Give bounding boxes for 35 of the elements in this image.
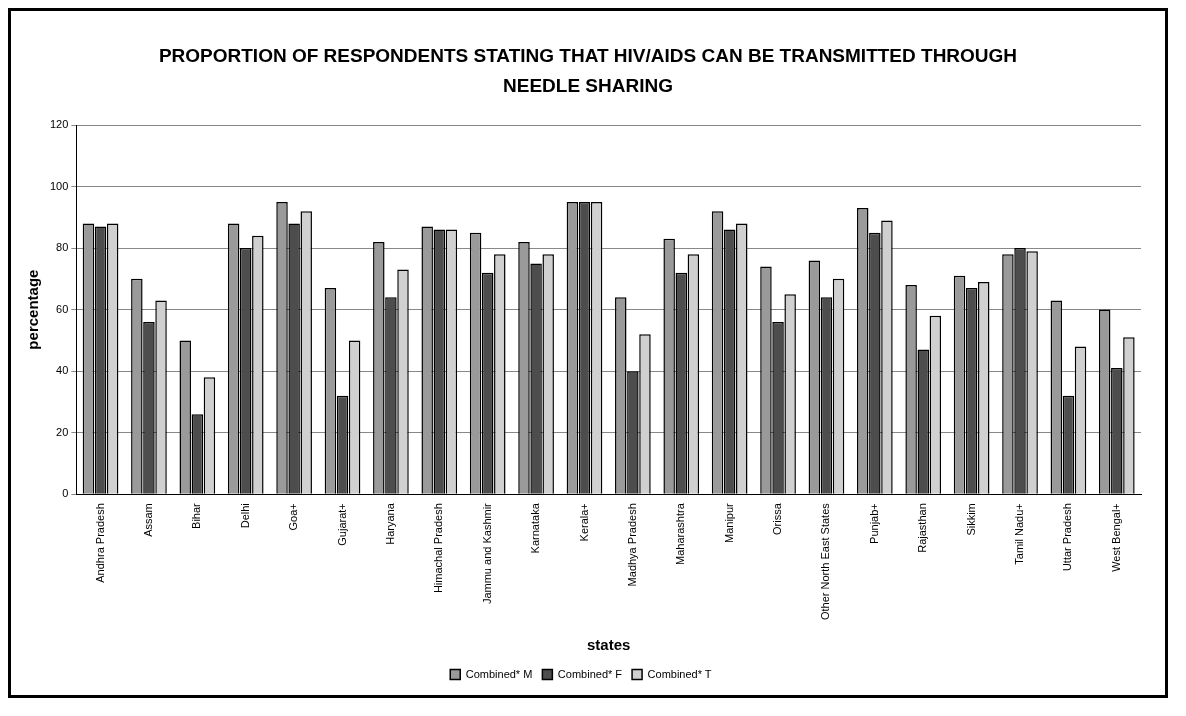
- x-tick-label: Jammu and Kashmir: [480, 502, 493, 605]
- y-tick-label: 0: [62, 487, 69, 500]
- y-tick-label: 40: [56, 364, 69, 377]
- y-tick-label: 100: [49, 179, 69, 192]
- x-tick-label: Tamil Nadu+: [1013, 503, 1026, 565]
- x-tick-label: West Bengal+: [1109, 503, 1122, 572]
- x-tick-label: Kerala+: [577, 503, 590, 542]
- legend-label: Combined* F: [557, 667, 623, 680]
- y-tick-label: 60: [56, 302, 69, 315]
- x-tick-label: Goa+: [287, 503, 300, 531]
- x-tick-label: Other North East States: [819, 502, 832, 621]
- x-tick-label: Punjab+: [867, 503, 880, 544]
- x-tick-label: Bihar: [190, 502, 203, 529]
- x-tick-label: Manipur: [722, 502, 735, 543]
- x-tick-label: Delhi: [238, 503, 251, 529]
- y-axis-title: percentage: [24, 269, 42, 350]
- x-tick-label: Karnataka: [529, 502, 542, 554]
- x-tick-label: Maharashtra: [674, 502, 687, 565]
- y-tick-label: 80: [56, 241, 69, 254]
- x-tick-label: Andhra Pradesh: [93, 503, 106, 583]
- x-tick-label: Himachal Pradesh: [432, 503, 445, 594]
- y-tick-label: 20: [56, 425, 69, 438]
- x-tick-label: Gujarat+: [335, 503, 348, 546]
- x-axis-title: states: [587, 636, 631, 654]
- legend-label: Combined* T: [647, 667, 712, 680]
- chart-title: PROPORTION OF RESPONDENTS STATING THAT HIV/AIDS CAN BE TRANSMITTED THROUGH NEEDLE SHARING: [158, 44, 1018, 98]
- x-tick-label: Haryana: [383, 502, 396, 545]
- x-tick-label: Madhya Pradesh: [625, 503, 638, 587]
- legend-label: Combined* M: [465, 667, 533, 680]
- x-tick-label: Assam: [141, 503, 154, 537]
- x-tick-label: Orissa: [771, 502, 784, 536]
- x-tick-label: Rajasthan: [916, 503, 929, 553]
- x-tick-label: Sikkim: [964, 503, 977, 536]
- x-tick-label: Uttar Pradesh: [1061, 503, 1074, 572]
- y-tick-label: 120: [49, 118, 69, 131]
